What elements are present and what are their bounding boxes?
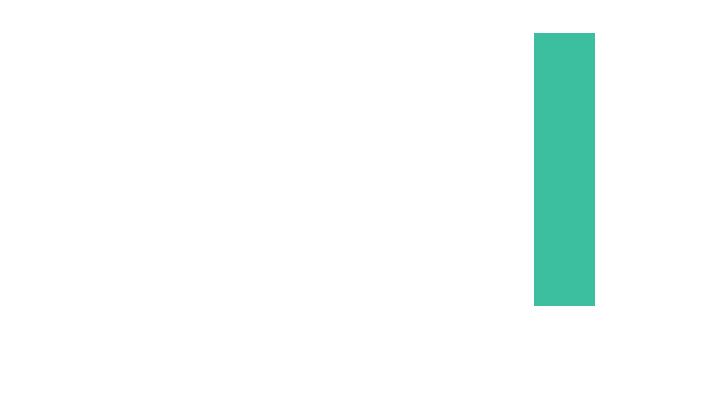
panel-block: [534, 33, 595, 306]
